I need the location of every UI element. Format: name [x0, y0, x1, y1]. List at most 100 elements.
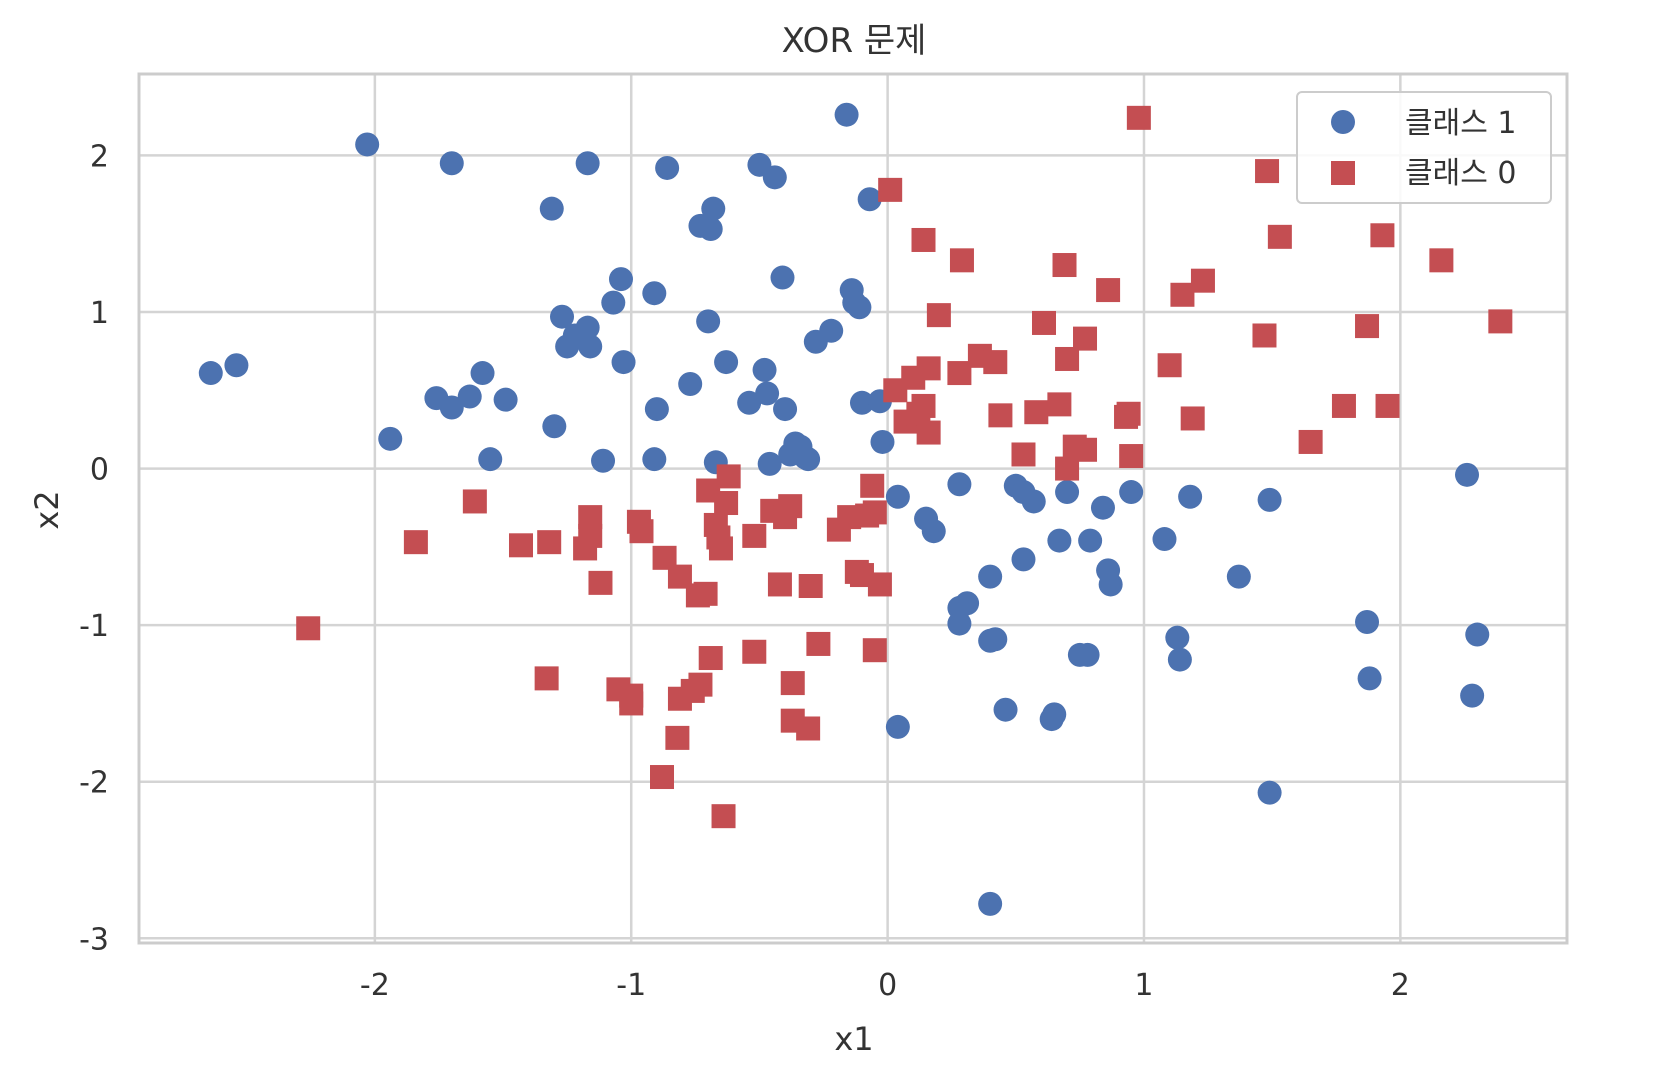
- data-point-circle: [993, 697, 1018, 722]
- data-point-square: [1157, 353, 1182, 378]
- data-point-circle: [642, 447, 667, 472]
- data-point-square: [1355, 314, 1380, 339]
- data-point-circle: [698, 217, 723, 242]
- data-point-square: [403, 530, 428, 555]
- data-point-circle: [714, 350, 739, 375]
- y-tick-label: 0: [90, 453, 109, 488]
- grid: [139, 74, 1567, 943]
- data-point-circle: [773, 397, 798, 422]
- data-point-circle: [885, 714, 910, 739]
- data-point-circle: [611, 350, 636, 375]
- data-point-square: [619, 683, 644, 708]
- data-point-square: [1047, 392, 1072, 417]
- data-point-circle: [978, 891, 1003, 916]
- data-point-square: [693, 581, 718, 606]
- data-point-square: [742, 523, 767, 548]
- data-point-circle: [439, 151, 464, 176]
- data-point-square: [462, 489, 487, 514]
- data-point-square: [1055, 346, 1080, 371]
- data-point-circle: [857, 187, 882, 212]
- data-point-circle: [1257, 487, 1282, 512]
- data-point-circle: [921, 519, 946, 544]
- data-point-square: [798, 574, 823, 599]
- data-point-square: [698, 646, 723, 671]
- data-point-circle: [198, 361, 223, 386]
- data-point-circle: [1167, 647, 1192, 672]
- data-point-circle: [224, 353, 249, 378]
- data-point-square: [983, 350, 1008, 375]
- data-point-circle: [1078, 528, 1103, 553]
- data-point-circle: [1011, 547, 1036, 572]
- data-point-square: [711, 804, 736, 829]
- data-point-circle: [1355, 610, 1380, 635]
- data-point-circle: [608, 267, 633, 292]
- y-tick-label: -2: [79, 766, 109, 801]
- x-tick-labels: -2 -1 0 1 2: [360, 968, 1410, 1003]
- x-axis-label: x1: [834, 1020, 873, 1058]
- x-tick-label: -2: [360, 968, 390, 1003]
- data-point-square: [1429, 248, 1454, 273]
- legend-marker-class0: [1331, 161, 1355, 185]
- x-tick-label: 1: [1134, 968, 1153, 1003]
- data-point-square: [1255, 159, 1280, 184]
- y-tick-labels: -3 -2 -1 0 1 2: [79, 139, 109, 957]
- data-point-square: [1375, 393, 1400, 418]
- data-point-circle: [601, 290, 626, 315]
- data-point-square: [780, 671, 805, 696]
- legend-label-class0: 클래스 0: [1405, 156, 1516, 191]
- data-point-circle: [1047, 528, 1072, 553]
- y-tick-label: 2: [90, 139, 109, 174]
- data-point-circle: [696, 309, 721, 334]
- data-point-square: [867, 572, 892, 597]
- data-point-circle: [478, 447, 503, 472]
- data-point-square: [911, 227, 936, 252]
- data-point-square: [716, 464, 741, 489]
- data-point-circle: [591, 448, 616, 473]
- series-class1: [198, 102, 1490, 916]
- data-point-square: [1298, 429, 1323, 454]
- data-point-square: [742, 639, 767, 664]
- data-point-circle: [757, 451, 782, 476]
- data-point-square: [1119, 444, 1144, 469]
- data-point-circle: [644, 397, 669, 422]
- legend: 클래스 1 클래스 0: [1296, 91, 1552, 204]
- data-point-circle: [947, 611, 972, 636]
- data-point-square: [629, 519, 654, 544]
- data-point-circle: [796, 447, 821, 472]
- data-point-circle: [1226, 564, 1251, 589]
- data-point-square: [1116, 401, 1141, 426]
- data-point-circle: [1042, 702, 1067, 727]
- data-points: [198, 102, 1513, 916]
- data-point-circle: [1152, 527, 1177, 552]
- data-point-square: [988, 403, 1013, 428]
- data-point-circle: [1178, 484, 1203, 509]
- data-point-square: [537, 530, 562, 555]
- data-point-circle: [947, 472, 972, 497]
- data-point-square: [1052, 253, 1077, 278]
- data-point-circle: [439, 395, 464, 420]
- data-point-square: [860, 473, 885, 498]
- data-point-circle: [1465, 622, 1490, 647]
- data-point-circle: [1357, 666, 1382, 691]
- data-point-square: [650, 765, 675, 790]
- data-point-circle: [493, 387, 518, 412]
- data-point-circle: [1021, 489, 1046, 514]
- data-point-square: [578, 505, 603, 530]
- data-point-circle: [978, 564, 1003, 589]
- plot-frame: [137, 72, 1569, 945]
- data-point-square: [573, 536, 598, 561]
- data-point-circle: [819, 318, 844, 343]
- data-point-circle: [655, 155, 680, 180]
- data-point-square: [296, 616, 321, 641]
- data-point-square: [1073, 326, 1098, 351]
- y-tick-label: -3: [79, 922, 109, 957]
- data-point-circle: [642, 281, 667, 306]
- data-point-square: [947, 361, 972, 386]
- data-point-circle: [983, 627, 1008, 652]
- y-axis-label: x2: [28, 490, 66, 529]
- data-point-square: [1024, 400, 1049, 425]
- data-point-circle: [457, 384, 482, 409]
- data-point-square: [767, 572, 792, 597]
- data-point-circle: [1455, 462, 1480, 487]
